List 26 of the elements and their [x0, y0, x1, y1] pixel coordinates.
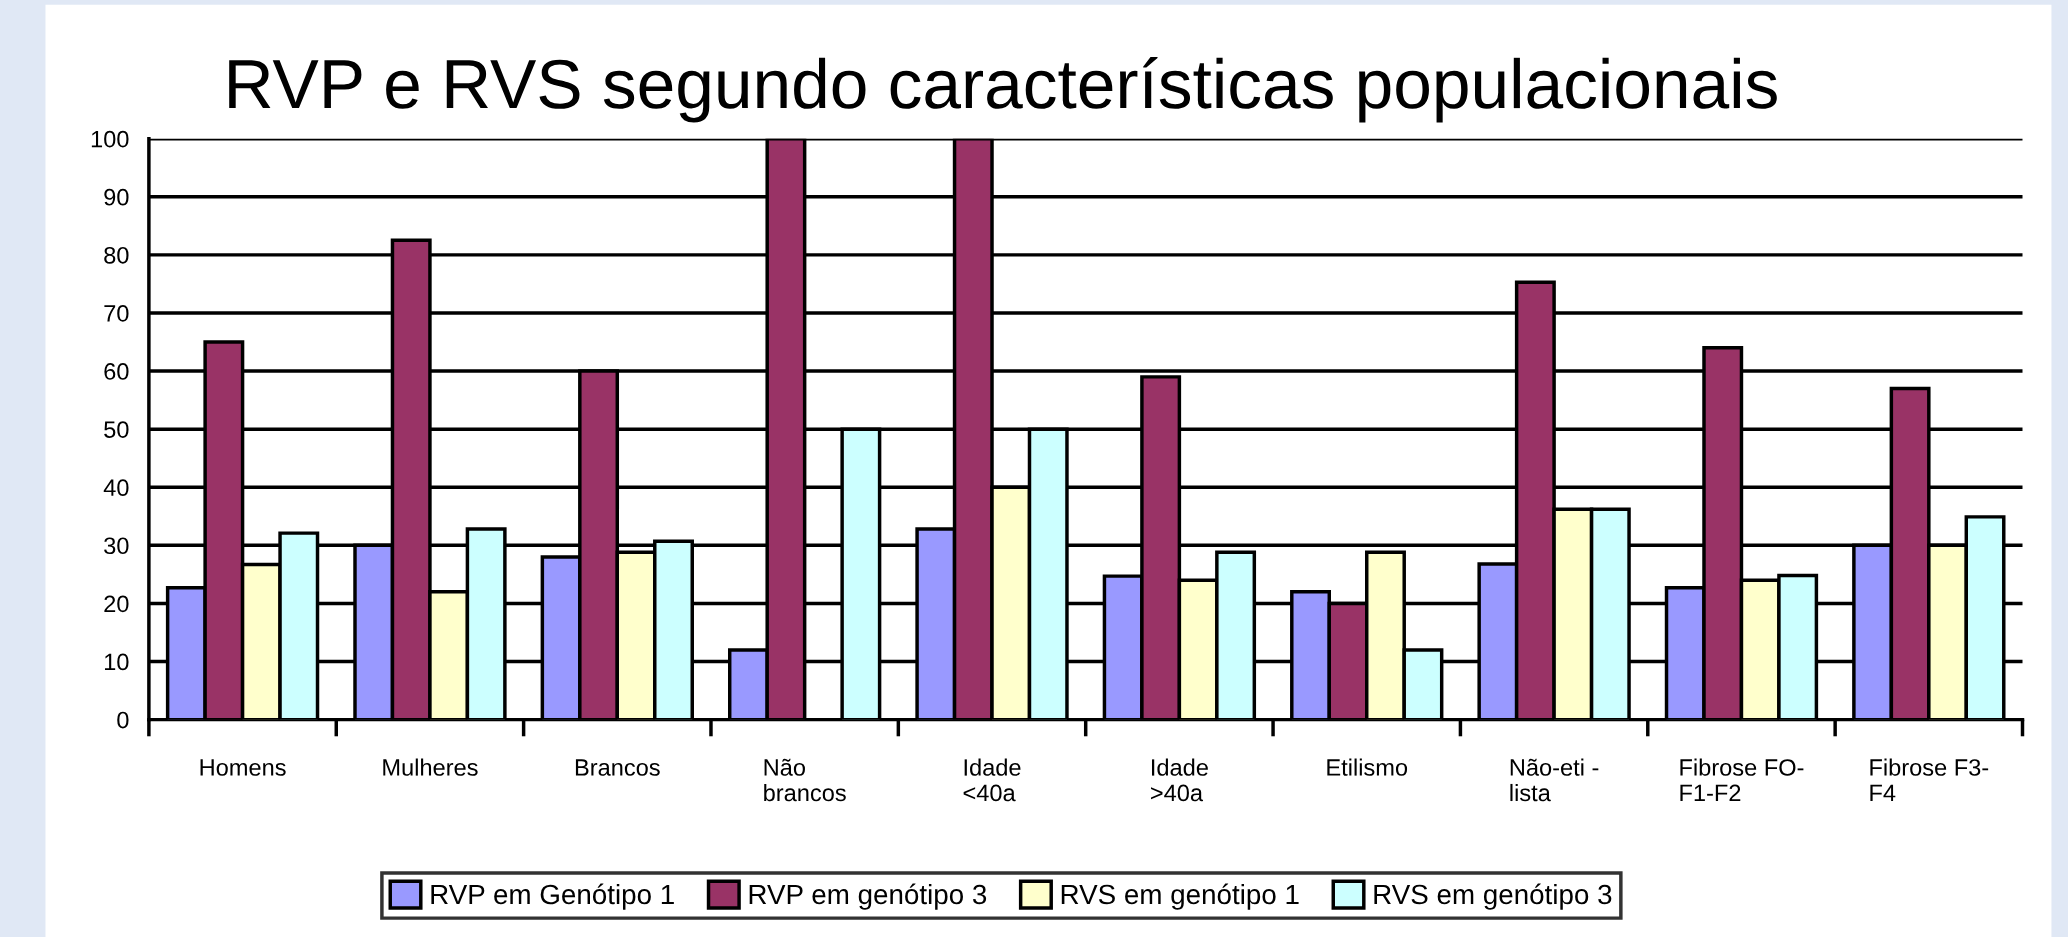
- y-tick-label: 30: [104, 537, 129, 555]
- y-tick-label: 50: [104, 421, 129, 438]
- x-tick-label: Etilismo: [1327, 758, 1408, 776]
- y-tick-label: 80: [104, 246, 129, 264]
- x-tick-label: Não brancos: [764, 758, 846, 802]
- x-tick-label: Fibrose F3- F4: [1870, 758, 1989, 802]
- y-tick-label: 0: [117, 711, 129, 729]
- x-tick-label: Mulheres: [383, 758, 478, 776]
- y-tick-label: 60: [104, 363, 129, 380]
- x-tick-label: Brancos: [575, 759, 660, 776]
- y-tick-label: 20: [104, 595, 129, 613]
- x-tick-label: Idade >40a: [1151, 758, 1208, 802]
- legend-label: RVP em Genótipo 1: [431, 883, 674, 910]
- y-tick-label: 10: [104, 653, 129, 671]
- y-tick-label: 90: [104, 188, 129, 206]
- x-tick-label: Não-eti - lista: [1510, 758, 1599, 802]
- chart-title: RVP e RVS segundo características populacionais: [229, 56, 1777, 123]
- y-tick-label: 40: [103, 479, 129, 497]
- legend-label: RVS em genótipo 1: [1061, 883, 1299, 910]
- x-tick-label: Fibrose FO- F1-F2: [1680, 758, 1804, 802]
- legend-label: RVS em genótipo 3: [1374, 883, 1612, 910]
- x-tick-label: Homens: [200, 759, 286, 776]
- x-tick-label: Idade <40a: [963, 758, 1021, 802]
- y-tick-label: 70: [104, 305, 129, 322]
- y-tick-label: 100: [91, 130, 129, 148]
- legend-label: RVP em genótipo 3: [749, 883, 987, 910]
